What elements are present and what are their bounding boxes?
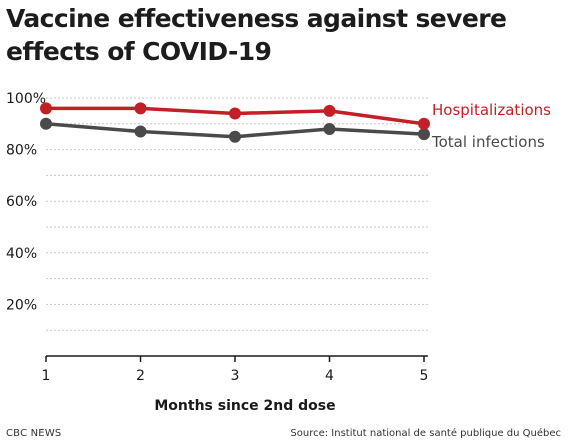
data-point [40,102,52,115]
x-tick-label: 2 [136,368,145,384]
data-point [229,130,241,143]
data-point [418,117,430,130]
data-point [40,117,52,130]
data-point [418,128,430,141]
series-label: Total infections [431,133,545,151]
credit-text: CBC NEWS [6,428,62,439]
series-labels: Hospitalizations Total infections [431,101,551,151]
series-label: Hospitalizations [432,101,551,119]
x-tick-label: 5 [420,368,429,384]
y-tick-label: 60% [6,194,37,210]
x-axis-label: Months since 2nd dose [154,398,335,414]
data-point [134,102,147,115]
y-tick-label: 40% [6,246,37,262]
y-tick-label: 80% [6,143,37,159]
x-axis: 1 2 3 4 5 [42,355,429,384]
x-tick-label: 3 [231,368,240,384]
x-tick-label: 1 [42,368,51,384]
data-point [323,104,336,117]
data-point [229,107,241,120]
source-text: Source: Institut national de santé publi… [290,428,561,439]
data-point [134,125,147,138]
series-lines [40,102,430,143]
data-point [323,122,336,135]
x-tick-label: 4 [325,368,334,384]
y-tick-label: 20% [6,297,37,313]
y-tick-label: 100% [6,91,46,107]
y-tick-labels: 20% 40% 60% 80% 100% [6,91,46,313]
chart-title: Vaccine effectiveness against severe eff… [6,4,507,66]
